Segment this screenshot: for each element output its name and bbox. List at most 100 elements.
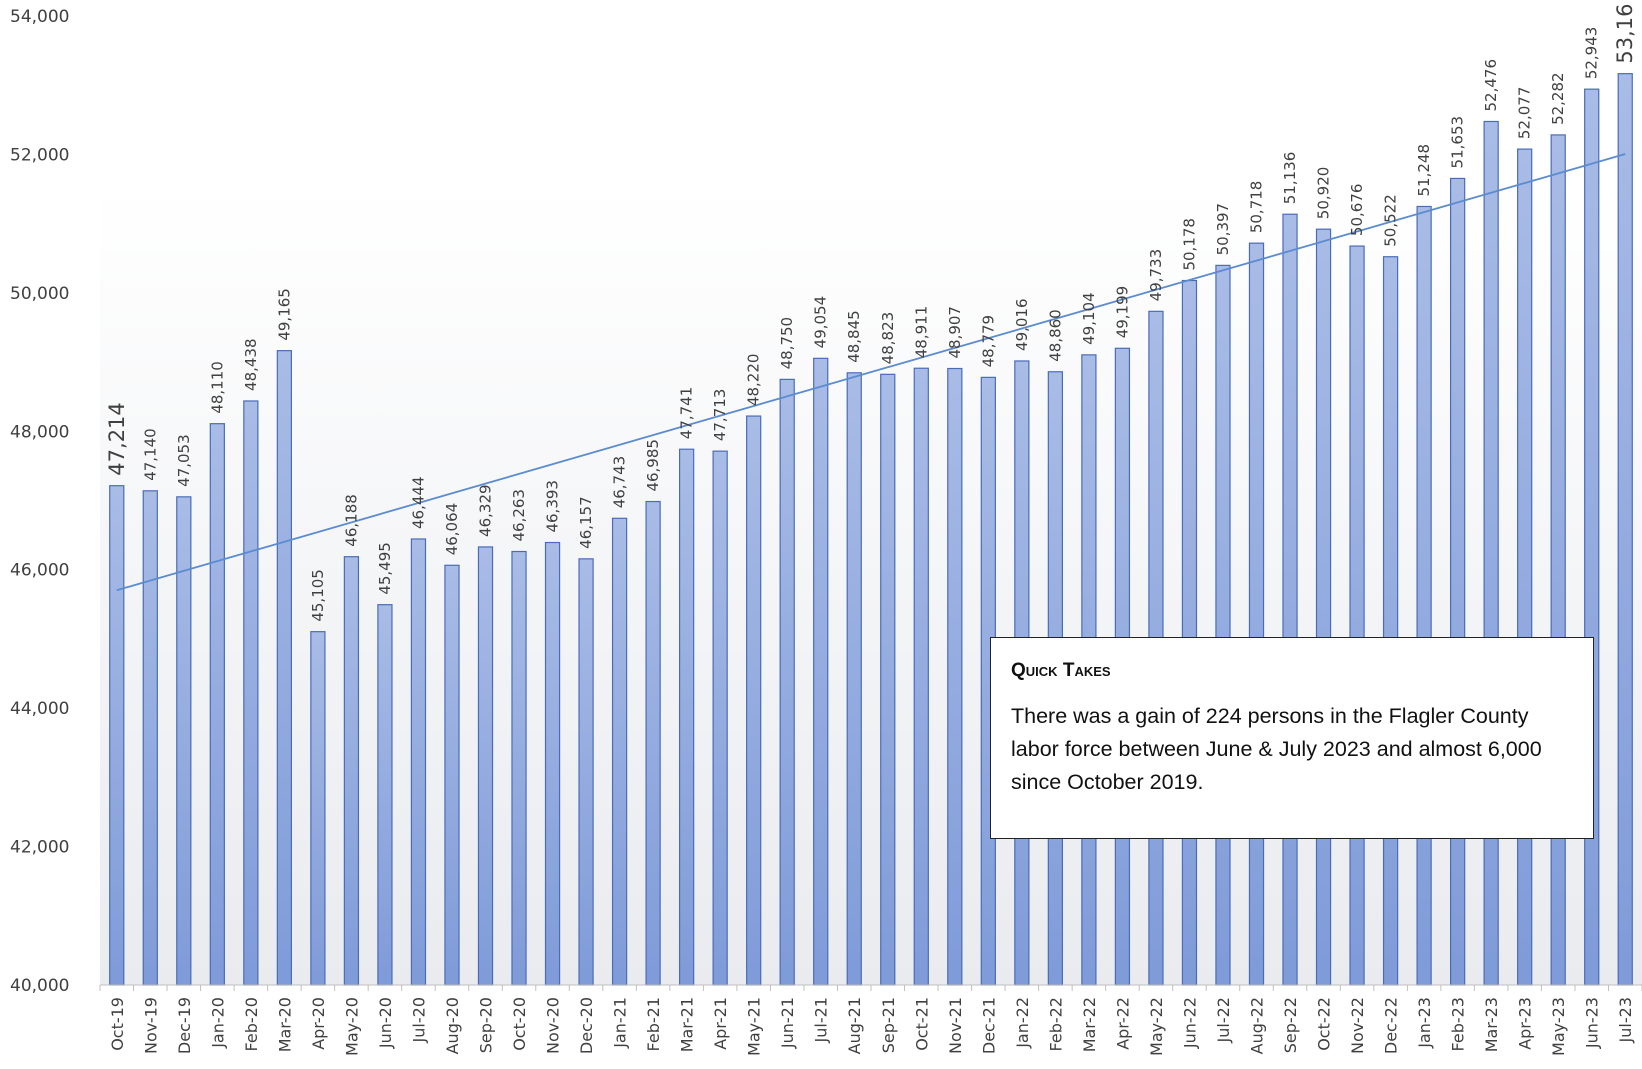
bar: [611, 517, 628, 986]
bar-value-label: 46,064: [443, 503, 461, 556]
bar: [947, 367, 963, 986]
x-tick-label: Apr-20: [309, 997, 328, 1050]
x-tick-label: Sep-22: [1281, 997, 1300, 1053]
bar-value-label: 50,676: [1348, 184, 1366, 237]
x-tick-label: May-20: [342, 997, 361, 1056]
x-tick-label: Nov-19: [141, 997, 160, 1054]
bar: [276, 350, 293, 986]
x-tick-label: Apr-23: [1516, 997, 1535, 1050]
bar-value-label: 48,860: [1046, 309, 1064, 362]
x-tick-label: Jun-22: [1180, 997, 1199, 1049]
bar-value-label: 52,282: [1549, 72, 1567, 125]
bar: [1181, 279, 1198, 986]
bar-value-label: 49,054: [812, 296, 830, 349]
bar-value-label: 51,136: [1281, 152, 1299, 205]
bar: [142, 490, 158, 986]
bar: [678, 448, 695, 986]
x-tick-label: Sep-21: [879, 997, 898, 1053]
bar: [377, 604, 393, 986]
bar-value-label: 50,718: [1248, 181, 1266, 234]
bar-value-label: 46,188: [342, 494, 360, 547]
x-tick-label: Feb-22: [1046, 997, 1065, 1051]
bar: [846, 372, 862, 986]
x-tick-label: Dec-20: [577, 997, 596, 1054]
x-tick-label: Dec-19: [175, 997, 194, 1054]
x-tick-label: Mar-20: [275, 997, 294, 1052]
bar-value-label: 51,653: [1449, 116, 1467, 169]
bar-value-label: 48,110: [208, 361, 226, 414]
bar-value-label: 50,397: [1214, 203, 1232, 256]
x-tick-label: Jun-20: [376, 997, 395, 1049]
bar-value-label: 48,823: [879, 312, 897, 365]
x-tick-label: Feb-23: [1449, 997, 1468, 1051]
x-tick-label: Oct-22: [1315, 997, 1334, 1051]
bar: [1483, 120, 1499, 986]
bar-value-label: 52,476: [1482, 59, 1500, 112]
quick-takes-text: There was a gain of 224 persons in the F…: [1011, 704, 1542, 794]
bar-value-label: 49,165: [275, 288, 293, 341]
x-tick-label: Aug-20: [443, 997, 462, 1054]
bar-value-label: 50,920: [1315, 167, 1333, 220]
x-tick-label: Jan-22: [1013, 997, 1032, 1049]
bar: [1248, 242, 1265, 986]
bar-value-label: 47,140: [141, 428, 159, 481]
x-tick-label: Nov-22: [1348, 997, 1367, 1054]
bar: [880, 373, 896, 986]
y-axis: 40,000 42,000 44,000 46,000 48,000 50,000 52,0…: [10, 7, 69, 996]
bar-value-label: 48,911: [912, 306, 930, 359]
bar: [544, 541, 561, 986]
y-tick-label: 52,000: [10, 145, 69, 165]
bar: [813, 357, 829, 986]
y-tick-label: 42,000: [10, 838, 69, 858]
bar: [243, 400, 259, 986]
x-tick-label: Nov-20: [544, 997, 563, 1054]
bar: [1282, 213, 1298, 986]
x-tick-label: May-21: [745, 997, 764, 1056]
bar: [1550, 134, 1566, 986]
bar: [410, 538, 427, 986]
x-tick-label: Apr-21: [711, 997, 730, 1050]
bar-value-label: 47,713: [711, 389, 729, 442]
x-tick-label: Apr-22: [1113, 997, 1132, 1050]
bar-value-label: 47,741: [678, 387, 696, 440]
bar-value-label: 46,157: [577, 496, 595, 549]
bar-value-label: 48,438: [242, 338, 260, 391]
bar: [1584, 88, 1600, 986]
y-tick-label: 54,000: [10, 7, 69, 27]
quick-takes-box: Quick Takes There was a gain of 224 pers…: [990, 637, 1594, 839]
x-tick-label: May-23: [1549, 997, 1568, 1056]
bar: [310, 631, 326, 986]
bar: [343, 556, 360, 986]
x-tick-label: Jul-20: [409, 997, 428, 1043]
bar: [1315, 228, 1332, 986]
quick-takes-title: Quick Takes: [1011, 660, 1111, 681]
bar-value-label: 48,220: [745, 354, 763, 407]
x-tick-label: Jun-23: [1583, 997, 1602, 1049]
x-tick-label: Oct-19: [108, 997, 127, 1051]
bar-value-label: 46,743: [611, 456, 629, 509]
x-tick-label: Jan-21: [611, 997, 630, 1049]
bar-value-label: 49,016: [1013, 298, 1031, 351]
bar: [1215, 264, 1231, 986]
bar: [477, 546, 494, 986]
x-tick-label: May-22: [1147, 997, 1166, 1056]
x-tick-label: Mar-21: [678, 997, 697, 1052]
bar-value-label: 46,985: [644, 439, 662, 492]
bar: [109, 485, 125, 986]
y-tick-label: 40,000: [10, 976, 69, 996]
bar: [1382, 256, 1399, 986]
bar: [1449, 177, 1466, 986]
bar-value-label: 50,178: [1180, 218, 1198, 271]
bar: [913, 367, 929, 986]
x-tick-label: Jan-23: [1415, 997, 1434, 1049]
x-tick-label: Jul-23: [1616, 997, 1635, 1043]
x-tick-label: Jan-20: [208, 997, 227, 1049]
x-tick-label: Mar-22: [1080, 997, 1099, 1052]
bar-value-label: 52,077: [1516, 87, 1534, 140]
x-tick-label: Aug-22: [1248, 997, 1267, 1054]
bar-value-label: 47,053: [175, 434, 193, 487]
x-tick-label: Feb-21: [644, 997, 663, 1051]
trend-line: [116, 153, 1626, 592]
y-tick-label: 46,000: [10, 561, 69, 581]
bar-value-label: 52,943: [1583, 27, 1601, 80]
